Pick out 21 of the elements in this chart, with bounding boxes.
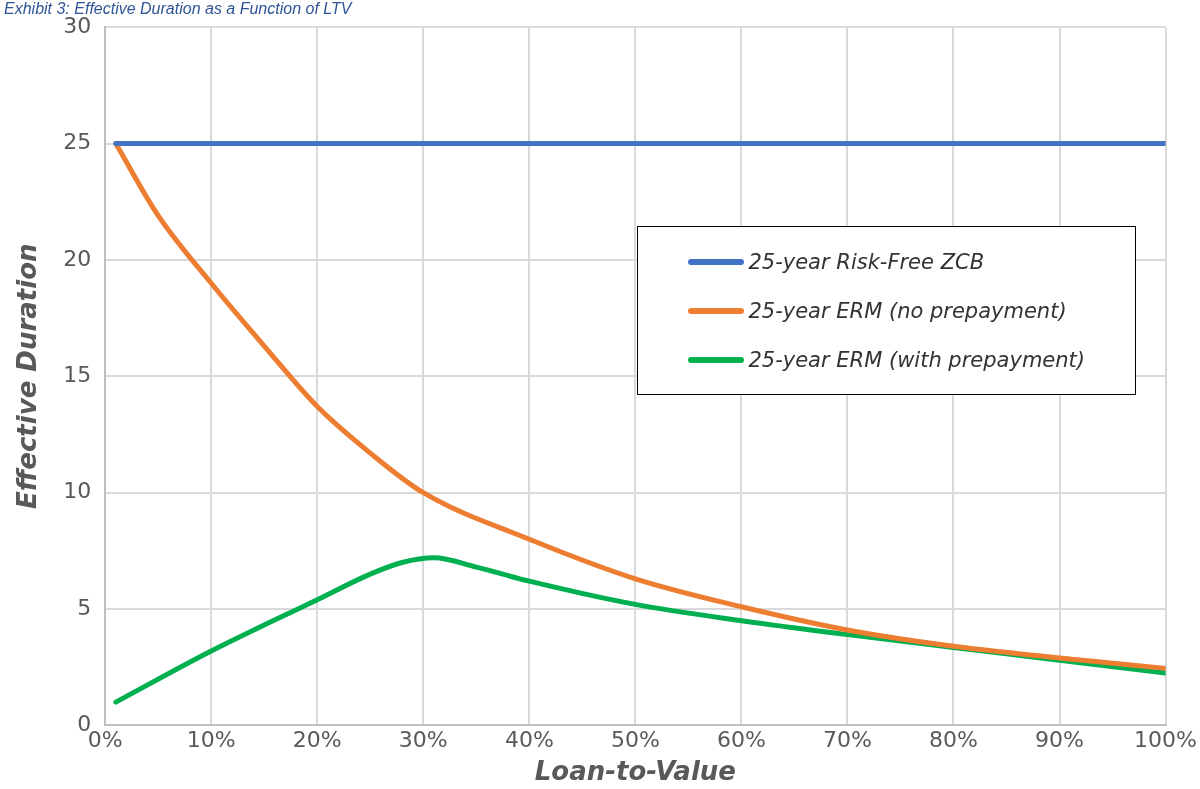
x-tick-label: 70% (822, 727, 872, 753)
x-tick-label: 100% (1134, 727, 1198, 753)
x-tick-label: 40% (504, 727, 554, 753)
x-tick-label: 10% (186, 727, 236, 753)
x-tick-label: 90% (1035, 727, 1084, 753)
chart-title: Exhibit 3: Effective Duration as a Function of LTV (4, 0, 352, 17)
x-tick-label: 80% (929, 727, 978, 753)
x-tick-label: 60% (716, 727, 766, 753)
x-tick-label: 30% (398, 727, 448, 753)
x-tick-label: 50% (610, 727, 660, 753)
y-tick-label: 15 (63, 362, 92, 388)
y-tick-label: 5 (77, 594, 92, 620)
y-tick-label: 25 (63, 129, 92, 155)
x-axis-title: Loan-to-Value (534, 756, 736, 787)
legend-label: 25-year Risk-Free ZCB (748, 249, 985, 274)
y-tick-label: 10 (63, 478, 92, 504)
legend-label: 25-year ERM (no prepayment) (748, 298, 1067, 323)
y-axis-title: Effective Duration (12, 243, 43, 510)
legend-label: 25-year ERM (with prepayment) (748, 347, 1085, 372)
y-tick-label: 20 (63, 245, 92, 271)
x-tick-label: 20% (292, 727, 342, 753)
